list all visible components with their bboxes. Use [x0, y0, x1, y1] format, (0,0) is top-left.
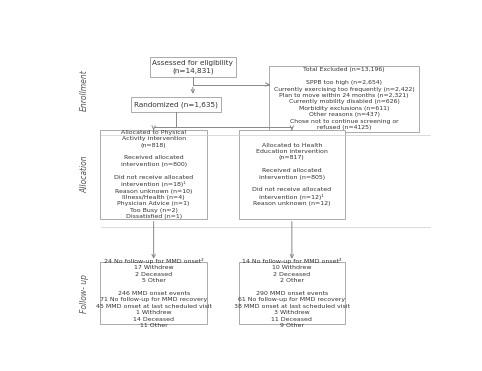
Text: Randomized (n=1,635): Randomized (n=1,635) — [134, 101, 218, 108]
Text: Allocation: Allocation — [80, 156, 89, 193]
Text: Enrollment: Enrollment — [80, 69, 89, 111]
Text: Assessed for eligibility
(n=14,831): Assessed for eligibility (n=14,831) — [152, 60, 233, 75]
FancyBboxPatch shape — [100, 130, 207, 219]
Text: Total Excluded (n=13,196)

SPPB too high (n=2,654)
Currently exercising too freq: Total Excluded (n=13,196) SPPB too high … — [274, 68, 415, 130]
Text: 14 No follow-up for MMD onset²
10 Withdrew
2 Deceased
2 Other

290 MMD onset eve: 14 No follow-up for MMD onset² 10 Withdr… — [234, 258, 350, 328]
Text: 24 No follow-up for MMD onset²
17 Withdrew
2 Deceased
5 Other

246 MMD onset eve: 24 No follow-up for MMD onset² 17 Withdr… — [95, 258, 212, 328]
FancyBboxPatch shape — [131, 97, 221, 112]
Text: Allocated to Physical
Activity intervention
(n=818)

Received allocated
interven: Allocated to Physical Activity intervent… — [114, 130, 193, 219]
Text: Allocated to Health
Education intervention
(n=817)

Received allocated
intervent: Allocated to Health Education interventi… — [252, 142, 332, 207]
FancyBboxPatch shape — [239, 262, 345, 325]
FancyBboxPatch shape — [239, 130, 345, 219]
FancyBboxPatch shape — [100, 262, 207, 325]
FancyBboxPatch shape — [269, 66, 419, 132]
Text: Follow- up: Follow- up — [80, 273, 89, 312]
FancyBboxPatch shape — [150, 58, 236, 78]
